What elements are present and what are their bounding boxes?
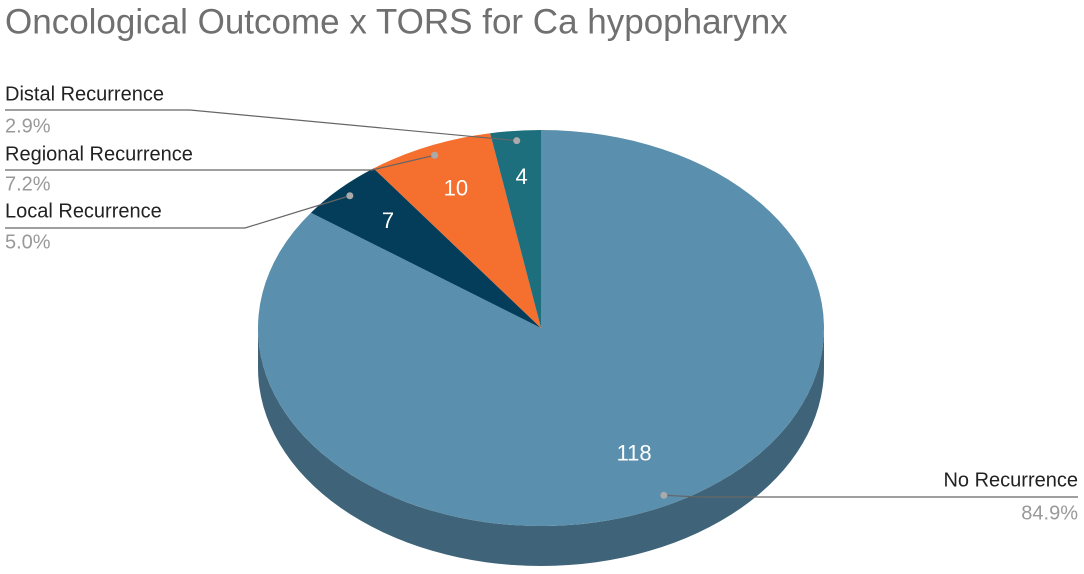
percent-label: 84.9% — [1021, 502, 1078, 524]
slice — [373, 133, 541, 328]
leader-line — [663, 494, 1078, 498]
leader-dot — [513, 137, 521, 145]
legend-label: Distal Recurrence — [5, 83, 164, 105]
leader-dot — [431, 151, 439, 159]
leader-dot — [660, 491, 668, 499]
chart-title: Oncological Outcome x TORS for Ca hypoph… — [5, 2, 788, 41]
leader-line — [5, 195, 350, 229]
legend-label: Local Recurrence — [5, 200, 162, 222]
legend-label: Regional Recurrence — [5, 143, 193, 165]
slice — [490, 130, 541, 328]
percent-label: 2.9% — [5, 115, 51, 137]
percent-label: 7.2% — [5, 173, 51, 195]
slice — [258, 130, 825, 527]
leader-line — [5, 109, 517, 142]
leader-line — [5, 154, 435, 171]
leader-dot — [346, 192, 354, 200]
value-label: 118 — [617, 441, 652, 466]
value-label: 4 — [515, 164, 527, 189]
slice-side — [258, 328, 824, 566]
value-label: 10 — [444, 176, 468, 201]
slice — [310, 168, 541, 328]
value-label: 7 — [382, 208, 394, 233]
percent-label: 5.0% — [5, 231, 51, 253]
legend-label: No Recurrence — [943, 469, 1078, 491]
